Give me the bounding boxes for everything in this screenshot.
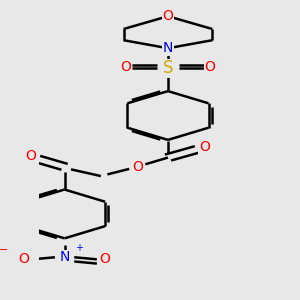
Text: O: O (205, 60, 215, 74)
Text: O: O (199, 140, 210, 154)
Text: O: O (132, 160, 143, 174)
Text: −: − (0, 245, 9, 255)
Text: O: O (121, 60, 131, 74)
Text: O: O (19, 252, 30, 266)
Text: O: O (100, 252, 110, 266)
Text: O: O (25, 149, 36, 163)
Text: N: N (163, 41, 173, 55)
Text: O: O (163, 9, 173, 23)
Text: +: + (75, 243, 83, 253)
Text: S: S (163, 59, 173, 77)
Text: N: N (59, 250, 70, 264)
